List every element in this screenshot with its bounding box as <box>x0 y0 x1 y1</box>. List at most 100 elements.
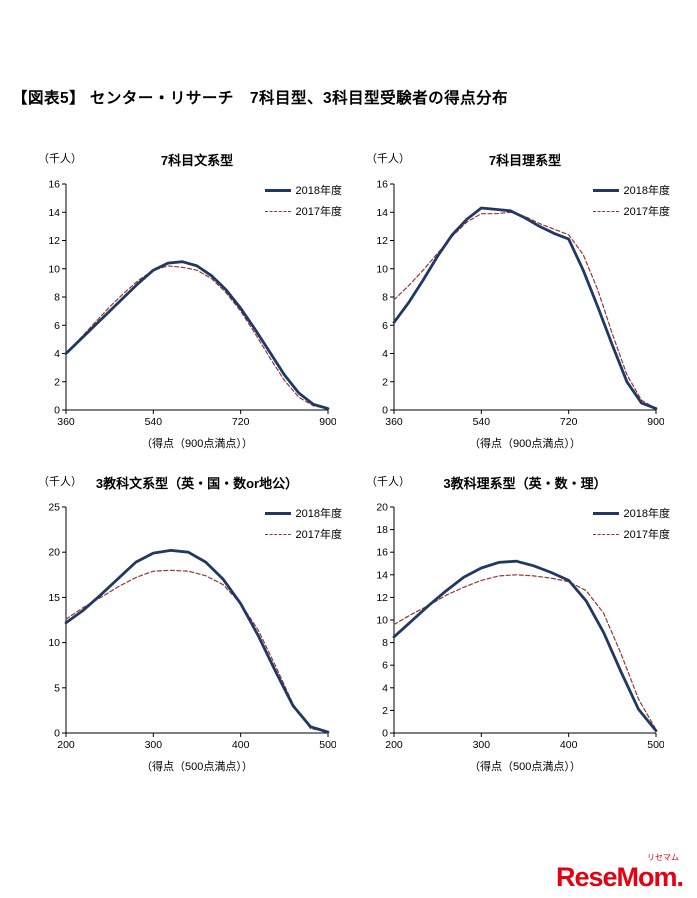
chart-canvas: 0 2 4 6 8 10 12 14 16 18 20 200 300 400 500 <box>376 502 664 752</box>
svg-text:5: 5 <box>54 682 60 694</box>
chart-7subject-science: （千人） 7科目理系型 0 2 4 6 8 10 12 14 16 360 540 720 900 20… <box>364 150 686 451</box>
chart-canvas: 0 2 4 6 8 10 12 14 16 360 540 720 900 <box>376 179 664 429</box>
svg-text:15: 15 <box>48 592 60 604</box>
legend-item-2018: 2018年度 <box>592 505 670 521</box>
svg-text:10: 10 <box>48 637 60 649</box>
svg-text:540: 540 <box>145 416 163 428</box>
svg-text:200: 200 <box>385 739 403 751</box>
svg-text:10: 10 <box>376 615 388 627</box>
legend-item-2017: 2017年度 <box>592 526 670 542</box>
legend-label-2018: 2018年度 <box>295 185 342 197</box>
svg-text:6: 6 <box>54 320 60 332</box>
svg-text:8: 8 <box>382 292 388 304</box>
svg-text:4: 4 <box>382 348 388 360</box>
svg-text:300: 300 <box>473 739 491 751</box>
chart-canvas: 0 2 4 6 8 10 12 14 16 360 540 720 900 <box>48 179 336 429</box>
svg-text:10: 10 <box>48 263 60 275</box>
svg-text:400: 400 <box>232 739 250 751</box>
chart-legend: 2018年度 2017年度 <box>592 505 670 547</box>
x-axis-caption: （得点（900点満点）） <box>469 438 581 450</box>
resemom-logo: リセマム ReseMom. <box>555 852 684 892</box>
dashed-line-swatch <box>592 533 619 535</box>
legend-label-2017: 2017年度 <box>623 206 670 218</box>
legend-label-2018: 2018年度 <box>295 508 342 520</box>
y-unit-label: （千人） <box>38 476 82 488</box>
svg-text:14: 14 <box>376 207 388 219</box>
svg-text:200: 200 <box>57 739 75 751</box>
svg-text:8: 8 <box>382 637 388 649</box>
chart-legend: 2018年度 2017年度 <box>264 182 342 224</box>
svg-text:14: 14 <box>48 207 60 219</box>
resemom-logo-ruby: リセマム <box>647 853 679 862</box>
chart-7subject-humanities: （千人） 7科目文系型 0 2 4 6 8 10 12 14 16 360 540 720 900 20… <box>36 150 358 451</box>
chart-canvas: 0 5 10 15 20 25 200 300 400 500 <box>48 502 336 752</box>
resemom-logo-text: ReseMom. <box>555 862 684 892</box>
charts-grid: （千人） 7科目文系型 0 2 4 6 8 10 12 14 16 360 540 720 900 20… <box>36 150 697 774</box>
svg-text:540: 540 <box>473 416 491 428</box>
svg-text:500: 500 <box>319 739 336 751</box>
svg-text:0: 0 <box>54 405 60 417</box>
chart-title: 3教科理系型（英・数・理） <box>443 476 607 491</box>
svg-text:900: 900 <box>319 416 336 428</box>
svg-text:16: 16 <box>48 179 60 191</box>
dashed-line-swatch <box>264 533 291 535</box>
svg-text:12: 12 <box>376 235 388 247</box>
y-unit-label: （千人） <box>366 476 410 488</box>
x-axis-caption: （得点（900点満点）） <box>141 438 253 450</box>
y-unit-label: （千人） <box>366 153 410 165</box>
svg-text:6: 6 <box>382 320 388 332</box>
svg-text:18: 18 <box>376 524 388 536</box>
x-axis-caption: （得点（500点満点）） <box>469 761 581 773</box>
svg-text:500: 500 <box>647 739 664 751</box>
chart-title: 7科目理系型 <box>488 153 562 168</box>
svg-text:20: 20 <box>48 547 60 559</box>
svg-text:400: 400 <box>560 739 578 751</box>
svg-text:16: 16 <box>376 179 388 191</box>
svg-text:20: 20 <box>376 502 388 514</box>
svg-text:6: 6 <box>382 660 388 672</box>
svg-text:4: 4 <box>54 348 60 360</box>
figure-page: 【図表5】 センター・リサーチ 7科目型、3科目型受験者の得点分布 （千人） 7… <box>0 86 697 892</box>
svg-text:720: 720 <box>232 416 250 428</box>
svg-text:8: 8 <box>54 292 60 304</box>
svg-text:360: 360 <box>57 416 75 428</box>
solid-line-swatch <box>264 188 291 192</box>
legend-label-2017: 2017年度 <box>623 529 670 541</box>
figure-title: 【図表5】 センター・リサーチ 7科目型、3科目型受験者の得点分布 <box>12 90 509 107</box>
svg-text:300: 300 <box>145 739 163 751</box>
x-axis-caption: （得点（500点満点）） <box>141 761 253 773</box>
svg-text:12: 12 <box>48 235 60 247</box>
solid-line-swatch <box>264 511 291 515</box>
legend-item-2017: 2017年度 <box>264 203 342 219</box>
legend-label-2018: 2018年度 <box>623 508 670 520</box>
svg-text:0: 0 <box>54 728 60 740</box>
legend-item-2018: 2018年度 <box>264 182 342 198</box>
y-unit-label: （千人） <box>38 153 82 165</box>
svg-text:0: 0 <box>382 405 388 417</box>
chart-3subject-humanities: （千人） 3教科文系型（英・国・数or地公） 0 5 10 15 20 25 200 300 4… <box>36 473 358 774</box>
svg-text:16: 16 <box>376 547 388 559</box>
chart-3subject-science: （千人） 3教科理系型（英・数・理） 0 2 4 6 8 10 12 14 16 18 20 200 3… <box>364 473 686 774</box>
svg-text:12: 12 <box>376 592 388 604</box>
chart-legend: 2018年度 2017年度 <box>264 505 342 547</box>
legend-item-2017: 2017年度 <box>592 203 670 219</box>
svg-text:2: 2 <box>382 705 388 717</box>
solid-line-swatch <box>592 188 619 192</box>
legend-label-2017: 2017年度 <box>295 529 342 541</box>
svg-text:25: 25 <box>48 502 60 514</box>
legend-item-2017: 2017年度 <box>264 526 342 542</box>
chart-title: 7科目文系型 <box>160 153 234 168</box>
svg-text:900: 900 <box>647 416 664 428</box>
dashed-line-swatch <box>592 210 619 212</box>
svg-text:14: 14 <box>376 569 388 581</box>
svg-text:2: 2 <box>382 376 388 388</box>
svg-text:0: 0 <box>382 728 388 740</box>
legend-item-2018: 2018年度 <box>592 182 670 198</box>
solid-line-swatch <box>592 511 619 515</box>
svg-text:10: 10 <box>376 263 388 275</box>
svg-text:4: 4 <box>382 682 388 694</box>
svg-text:360: 360 <box>385 416 403 428</box>
legend-item-2018: 2018年度 <box>264 505 342 521</box>
dashed-line-swatch <box>264 210 291 212</box>
legend-label-2018: 2018年度 <box>623 185 670 197</box>
